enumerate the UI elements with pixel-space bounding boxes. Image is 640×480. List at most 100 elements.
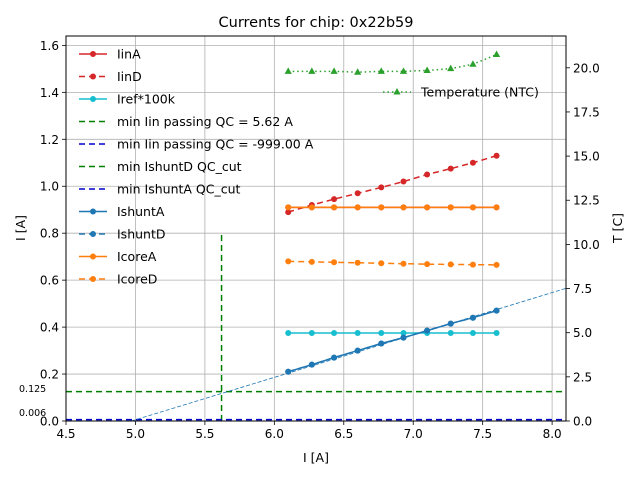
temperature-point-9 — [492, 50, 501, 58]
series-point-icorea-5 — [400, 204, 407, 211]
series-point-iind-0 — [285, 209, 292, 216]
series-point-icorea-9 — [493, 204, 500, 211]
series-point-ishuntd-8 — [469, 314, 476, 321]
right-tick-label-15-0: 15.0 — [573, 150, 600, 164]
series-point-iref-100k-0 — [285, 329, 292, 336]
y-axis-label: I [A] — [13, 215, 28, 241]
temperature-point-8 — [469, 60, 477, 67]
x-tick-label-7-5: 7.5 — [473, 427, 492, 441]
series-point-ishuntd-7 — [447, 320, 454, 327]
series-point-iind-3 — [354, 190, 361, 197]
legend-label-icorea: IcoreA — [117, 249, 157, 264]
series-line-icored — [288, 260, 497, 266]
series-point-iind-5 — [400, 178, 407, 185]
series-point-iind-8 — [469, 159, 476, 166]
series-point-iref-100k-2 — [331, 329, 338, 336]
ishunt-fit-line — [131, 287, 567, 422]
legend-marker-iref-100k — [90, 96, 96, 102]
y-tick-label-0-6: 0.6 — [40, 274, 59, 288]
y-tick-label-1-4: 1.4 — [40, 86, 59, 100]
series-point-icored-5 — [400, 260, 407, 267]
series-point-icorea-0 — [285, 204, 292, 211]
series-point-icored-6 — [424, 261, 431, 268]
legend-label-min-iin-passing-qc-999-00-a: min Iin passing QC = -999.00 A — [117, 137, 314, 152]
right-tick-label-10-0: 10.0 — [573, 238, 600, 252]
legend-marker-icorea — [90, 253, 96, 260]
legend-marker-iina — [90, 51, 96, 57]
series-group — [285, 152, 500, 375]
x-tick-label-6-5: 6.5 — [334, 427, 353, 441]
temperature-point-7 — [447, 64, 455, 72]
temperature-point-4 — [377, 67, 385, 74]
series-point-icored-3 — [354, 259, 361, 266]
series-point-icorea-7 — [447, 204, 454, 211]
series-point-icorea-1 — [308, 204, 315, 211]
series-point-icored-2 — [331, 259, 338, 266]
legend-label-temperature: Temperature (NTC) — [420, 85, 539, 100]
legend: IinA IinD Iref*100k min Iin passing QC = 5.… — [79, 47, 314, 287]
y-tick-label-0-0: 0.0 — [40, 415, 59, 429]
series-point-ishuntd-0 — [285, 368, 292, 375]
x-axis-label: I [A] — [303, 450, 329, 465]
series-point-ishuntd-3 — [354, 347, 361, 354]
series-point-ishuntd-2 — [331, 354, 338, 361]
y-tick-label-1-0: 1.0 — [40, 180, 59, 194]
right-tick-label-0-0: 0.0 — [573, 415, 592, 429]
series-point-iref-100k-4 — [378, 329, 385, 336]
y-tick-label-0-4: 0.4 — [40, 321, 59, 335]
series-line-iind — [288, 155, 497, 213]
legend-marker-temperature — [393, 88, 401, 95]
x-tick-label-8-0: 8.0 — [543, 427, 562, 441]
x-tick-label-5-5: 5.5 — [195, 427, 214, 441]
x-tick-label-4-5: 4.5 — [56, 427, 75, 441]
series-point-icorea-3 — [354, 204, 361, 211]
x-tick-label-6-0: 6.0 — [265, 427, 284, 441]
series-point-iref-100k-9 — [493, 329, 500, 336]
legend-label-min-ishunta-qc-cut: min IshuntA QC_cut — [117, 182, 241, 197]
legend-label-ishunta: IshuntA — [117, 204, 165, 219]
x-tick-label-7-0: 7.0 — [404, 427, 423, 441]
temperature-point-5 — [399, 67, 408, 74]
legend-marker-icored — [90, 276, 96, 282]
plot-frame — [65, 35, 567, 422]
series-point-iind-2 — [331, 196, 338, 203]
annotation-0006: 0.006 — [19, 408, 46, 419]
series-line-ishuntd — [288, 309, 497, 373]
y-tick-label-1-2: 1.2 — [40, 133, 59, 147]
series-point-ishuntd-4 — [378, 340, 385, 347]
series-point-ishuntd-5 — [400, 334, 407, 341]
temperature-series-group — [284, 50, 501, 75]
right-tick-label-2-5: 2.5 — [573, 370, 592, 384]
legend-label-icored: IcoreD — [117, 272, 157, 287]
legend-label-min-ishuntd-qc-cut: min IshuntD QC_cut — [117, 159, 242, 174]
series-point-icorea-8 — [469, 204, 476, 211]
right-tick-label-17-5: 17.5 — [573, 105, 600, 119]
right-axis-ticks: 0.0 2.5 5.0 7.5 10.0 12.5 15.0 17.5 20.0 — [566, 61, 600, 429]
series-point-icored-9 — [493, 261, 500, 268]
series-point-iind-6 — [424, 171, 431, 178]
y-axis-ticks: 0.0 0.2 0.4 0.6 0.8 1.0 1.2 1.4 1.6 — [40, 39, 66, 429]
series-point-icored-8 — [469, 261, 476, 268]
annotation-0125: 0.125 — [19, 384, 46, 395]
right-tick-label-12-5: 12.5 — [573, 194, 600, 208]
legend-label-ishuntd: IshuntD — [117, 227, 166, 242]
y-tick-label-1-6: 1.6 — [40, 39, 59, 53]
series-point-iref-100k-1 — [308, 329, 315, 336]
series-point-icored-1 — [308, 258, 315, 265]
right-axis-label: T [C] — [610, 213, 625, 244]
temperature-point-6 — [423, 66, 431, 73]
reference-lines — [66, 233, 566, 421]
y-tick-label-0-8: 0.8 — [40, 227, 59, 241]
temperature-point-0 — [284, 67, 292, 74]
series-point-ishuntd-6 — [424, 327, 431, 334]
temperature-legend: Temperature (NTC) — [383, 85, 539, 100]
temperature-point-2 — [330, 67, 338, 74]
y-tick-label-0-2: 0.2 — [40, 368, 59, 382]
series-point-ishuntd-9 — [493, 307, 500, 314]
legend-marker-ishunta — [90, 208, 96, 215]
legend-marker-ishuntd — [90, 231, 96, 237]
x-axis-ticks: 4.5 5.0 5.5 6.0 6.5 7.0 7.5 8.0 — [56, 421, 562, 441]
series-point-ishuntd-1 — [308, 361, 315, 368]
chart-title: Currents for chip: 0x22b59 — [219, 15, 414, 31]
